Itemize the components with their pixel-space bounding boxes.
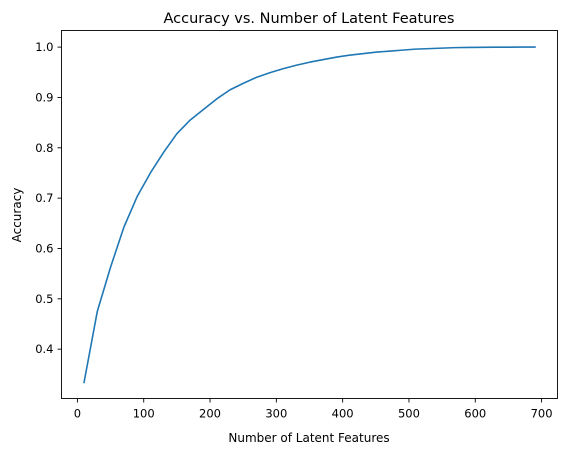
y-tick-label: 0.8 [35,141,53,155]
series-layer [83,46,536,384]
x-tick-label: 0 [74,407,81,421]
x-tick-label: 300 [265,407,287,421]
y-axis-label: Accuracy [10,188,24,243]
x-tick-label: 600 [464,407,486,421]
accuracy-line [83,46,536,384]
x-axis-ticks: 0 100 200 300 400 500 600 700 [74,398,553,421]
y-tick-label: 0.6 [35,241,53,255]
x-tick-label: 200 [199,407,221,421]
x-tick-label: 500 [398,407,420,421]
chart-title: Accuracy vs. Number of Latent Features [163,11,454,27]
x-axis-label: Number of Latent Features [228,431,389,445]
y-axis-ticks: 0.4 0.5 0.6 0.7 0.8 0.9 1.0 [35,40,62,356]
y-tick-label: 0.7 [35,191,53,205]
x-tick-label: 700 [531,407,553,421]
x-tick-label: 100 [133,407,155,421]
y-tick-label: 0.4 [35,342,53,356]
y-tick-label: 0.5 [35,292,53,306]
y-tick-label: 0.9 [35,90,53,104]
y-tick-label: 1.0 [35,40,53,54]
x-tick-label: 400 [332,407,354,421]
plot-area-background [61,10,557,399]
plot-frame [61,30,558,399]
